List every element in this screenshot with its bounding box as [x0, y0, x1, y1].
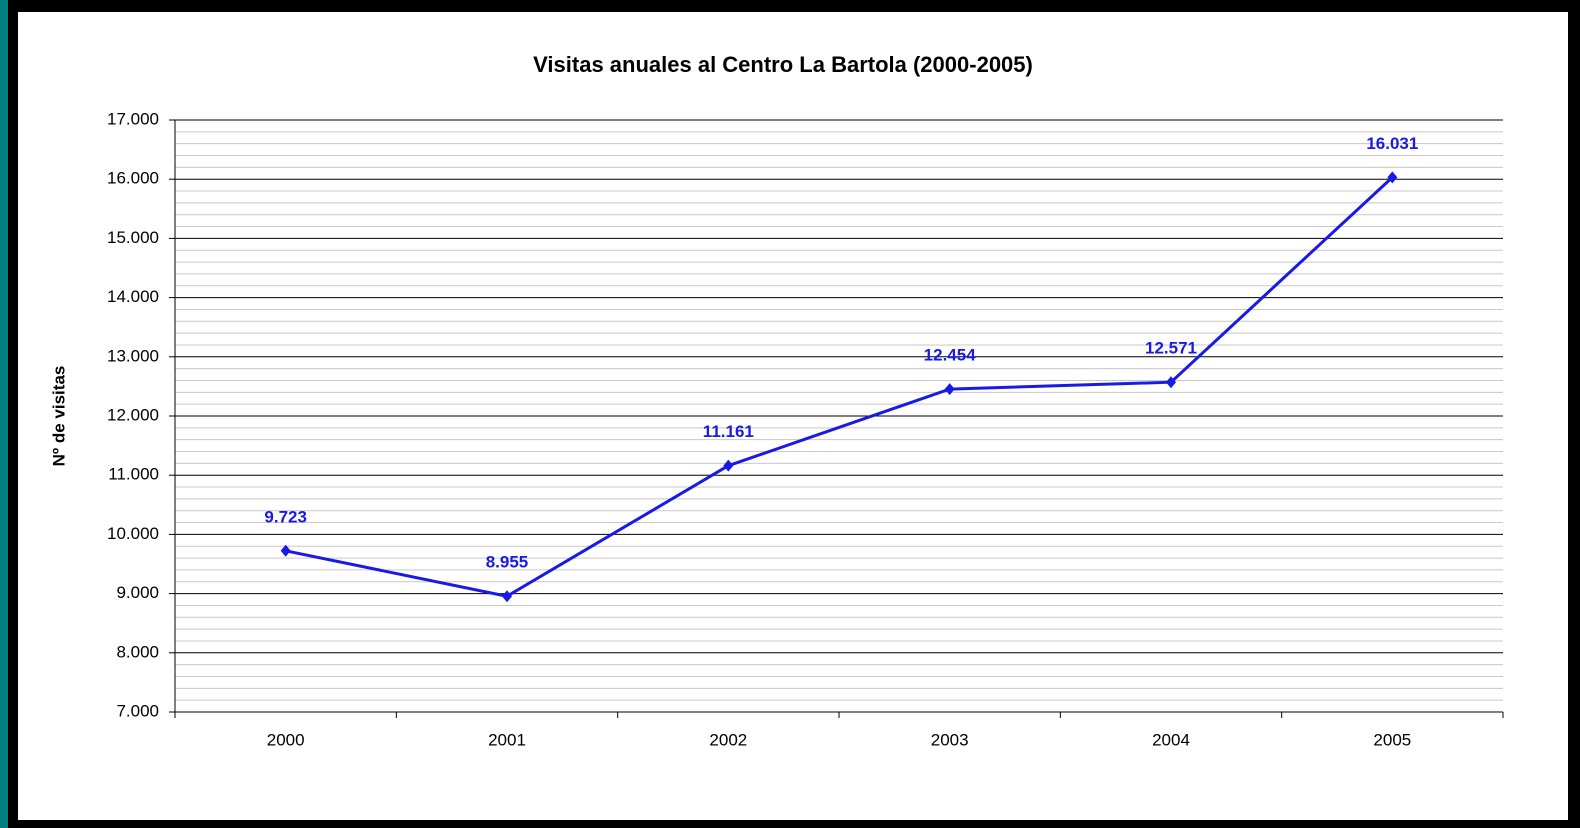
- y-tick-label: 11.000: [108, 465, 159, 484]
- y-tick-label: 13.000: [107, 346, 159, 365]
- data-point: [280, 544, 291, 557]
- y-tick-label: 10.000: [107, 524, 159, 543]
- data-point: [1166, 376, 1176, 389]
- data-label: 11.161: [703, 422, 754, 441]
- chart-title: Visitas anuales al Centro La Bartola (20…: [533, 52, 1033, 77]
- y-tick-label: 9.000: [116, 583, 159, 602]
- data-point: [723, 459, 734, 472]
- y-axis-label: Nº de visitas: [49, 366, 68, 467]
- data-label: 12.571: [1145, 339, 1197, 358]
- y-tick-label: 12.000: [107, 405, 159, 424]
- y-tick-label: 15.000: [107, 228, 159, 247]
- data-label: 8.955: [486, 553, 529, 572]
- data-label: 16.031: [1366, 134, 1418, 153]
- x-tick-label: 2003: [931, 730, 969, 749]
- data-line: [285, 176, 1394, 598]
- x-tick-label: 2004: [1152, 730, 1190, 749]
- x-tick-label: 2005: [1373, 730, 1411, 749]
- x-tick-label: 2000: [267, 730, 305, 749]
- y-tick-label: 7.000: [116, 701, 159, 720]
- y-tick-label: 17.000: [107, 109, 159, 128]
- data-label: 12.454: [924, 346, 977, 365]
- data-point: [502, 590, 512, 603]
- y-tick-label: 14.000: [107, 287, 159, 306]
- y-tick-label: 8.000: [116, 642, 159, 661]
- data-label: 9.723: [264, 507, 307, 526]
- data-point: [1387, 171, 1398, 184]
- x-tick-label: 2001: [488, 730, 526, 749]
- x-tick-label: 2002: [709, 730, 747, 749]
- y-tick-label: 16.000: [107, 169, 159, 188]
- data-point: [944, 383, 955, 396]
